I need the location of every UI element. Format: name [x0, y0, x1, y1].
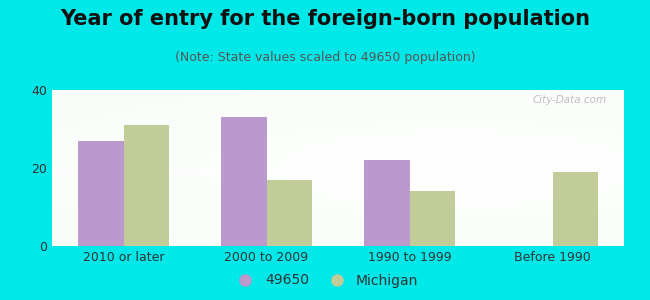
Bar: [124, 125, 169, 246]
Text: Year of entry for the foreign-born population: Year of entry for the foreign-born popul…: [60, 9, 590, 29]
Text: (Note: State values scaled to 49650 population): (Note: State values scaled to 49650 popu…: [175, 51, 475, 64]
Bar: [266, 180, 312, 246]
Text: City-Data.com: City-Data.com: [533, 95, 607, 105]
Bar: [364, 160, 410, 246]
Bar: [410, 191, 455, 246]
Legend: 49650, Michigan: 49650, Michigan: [226, 268, 424, 293]
Bar: [221, 117, 266, 246]
Bar: [78, 141, 124, 246]
Bar: [552, 172, 598, 246]
